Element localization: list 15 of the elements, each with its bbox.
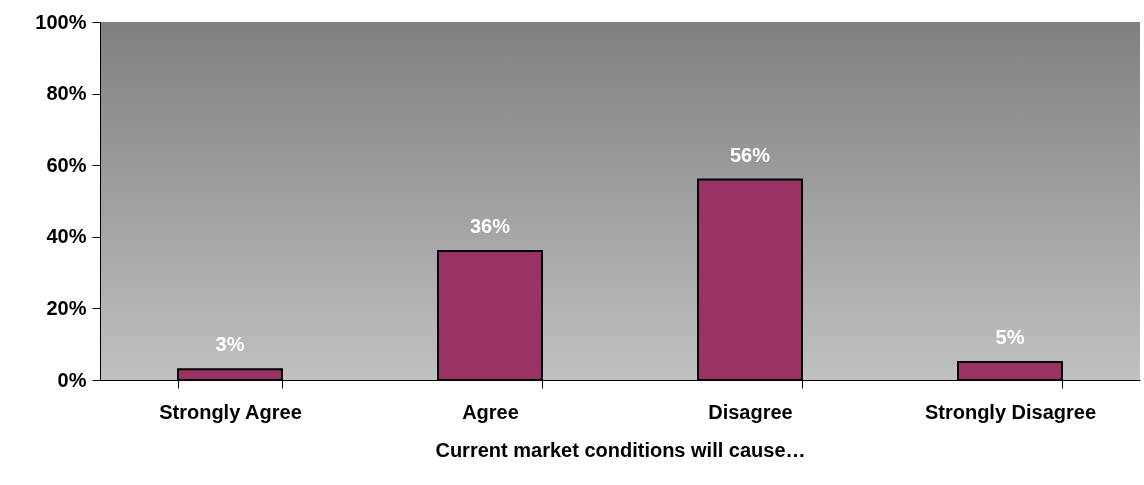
x-tick-label: Strongly Agree: [159, 400, 302, 423]
x-tick-label: Agree: [462, 400, 519, 423]
x-tick-label: Disagree: [708, 400, 793, 423]
x-tick-label: Strongly Disagree: [924, 400, 1097, 423]
data-label: 5%: [995, 326, 1025, 349]
x-axis-title: Current market conditions will cause…: [435, 438, 806, 461]
y-tick-label: 40%: [46, 225, 87, 248]
y-tick-label: 20%: [46, 296, 87, 319]
data-label: 56%: [729, 143, 771, 166]
y-tick-label: 60%: [46, 153, 87, 176]
data-label: 36%: [469, 215, 511, 238]
y-tick-label: 100%: [35, 10, 87, 33]
data-label: 3%: [215, 333, 245, 356]
y-tick-label: 0%: [57, 368, 87, 391]
y-tick-label: 80%: [46, 82, 87, 105]
